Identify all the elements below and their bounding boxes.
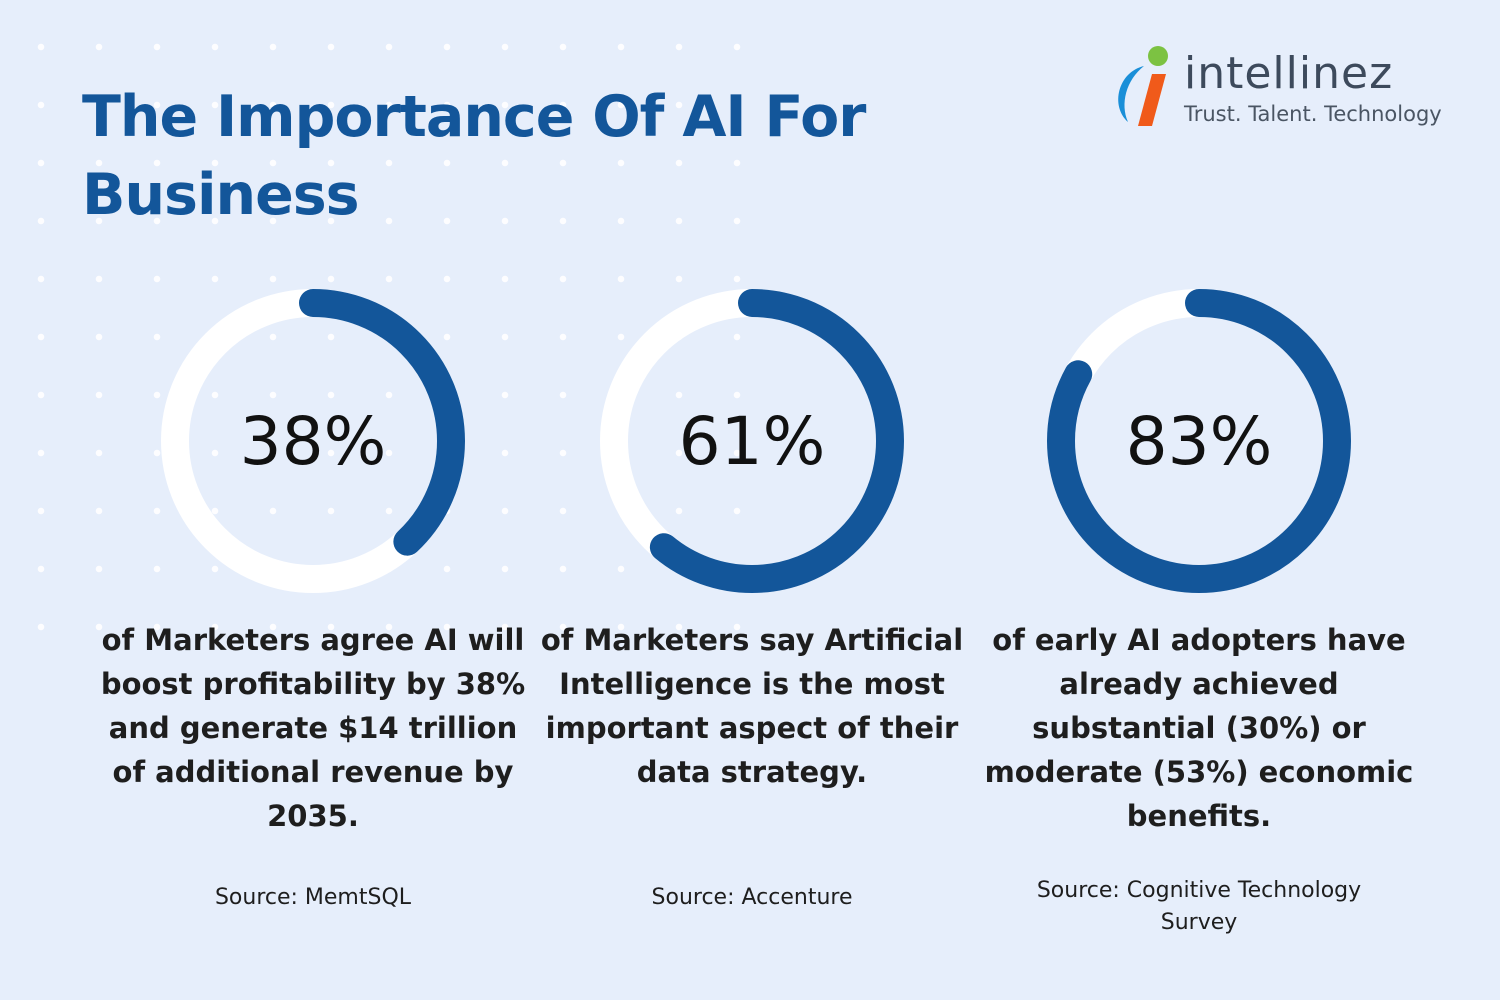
donut-arc [1047, 289, 1351, 593]
logo-tagline: Trust. Talent. Technology [1184, 102, 1442, 126]
donut-arc [600, 289, 904, 593]
donut-chart-83: 83% [1046, 288, 1352, 594]
stat-source: Source: MemtSQL [214, 885, 412, 910]
stat-description: of Marketers say Artificial Intelligence… [540, 623, 964, 789]
stat-description: of Marketers agree AI will boost profita… [100, 623, 526, 833]
logo-wordmark: intellinez [1184, 48, 1394, 99]
stat-source: Source: Accenture [651, 885, 853, 910]
percent-value: 38% [239, 402, 387, 480]
percent-value: 61% [678, 402, 826, 480]
stat-description: of early AI adopters have already achiev… [984, 623, 1414, 833]
intellinez-logo-icon [1118, 46, 1168, 126]
donut-arc [161, 289, 465, 593]
logo: intellinez Trust. Talent. Technology [1108, 44, 1458, 134]
donut-chart-38: 38% [160, 288, 466, 594]
stat-source: Source: Cognitive Technology Survey [1036, 878, 1362, 935]
percent-value: 83% [1125, 402, 1273, 480]
donut-chart-61: 61% [599, 288, 905, 594]
page-title: The Importance Of AI For Business [82, 84, 866, 228]
